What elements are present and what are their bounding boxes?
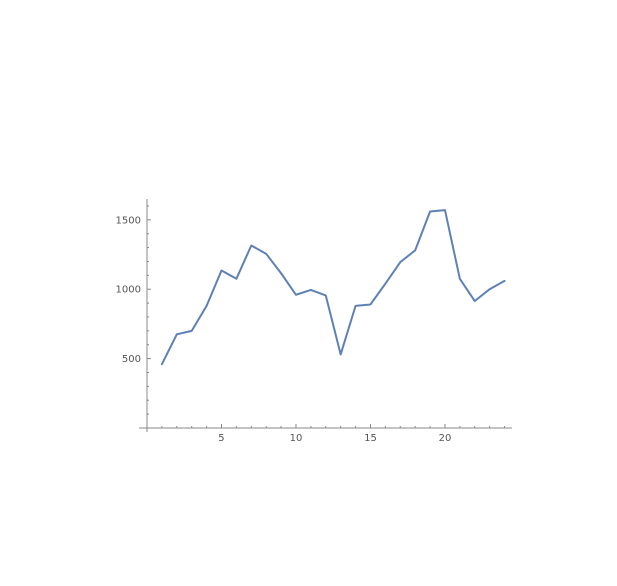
x-tick-label: 15	[364, 433, 377, 444]
data-point	[325, 294, 327, 296]
data-point	[161, 363, 163, 365]
data-point	[191, 330, 193, 332]
data-point	[384, 283, 386, 285]
data-point	[444, 209, 446, 211]
y-tick-label: 1000	[116, 285, 141, 296]
data-point	[220, 269, 222, 271]
data-point	[265, 253, 267, 255]
data-point	[250, 244, 252, 246]
data-point	[295, 294, 297, 296]
x-tick-label: 5	[218, 433, 224, 444]
axes	[139, 199, 512, 432]
data-point	[369, 303, 371, 305]
series-layer	[160, 209, 506, 366]
series-line	[160, 209, 506, 366]
y-tick-label: 1500	[116, 215, 141, 226]
data-point	[340, 353, 342, 355]
data-point	[414, 249, 416, 251]
x-tick-label: 10	[290, 433, 303, 444]
tick-labels: 5 10 15 20 500 1000 1500	[116, 215, 452, 444]
data-point	[504, 280, 506, 282]
data-point	[206, 305, 208, 307]
data-point	[310, 289, 312, 291]
data-point	[235, 278, 237, 280]
data-point	[399, 261, 401, 263]
ticks	[147, 205, 506, 428]
x-tick-label: 20	[439, 433, 452, 444]
data-point	[355, 305, 357, 307]
data-point	[459, 278, 461, 280]
data-point	[176, 333, 178, 335]
data-point	[489, 288, 491, 290]
data-point	[429, 210, 431, 212]
data-point	[280, 272, 282, 274]
data-point	[474, 300, 476, 302]
y-tick-label: 500	[122, 354, 141, 365]
